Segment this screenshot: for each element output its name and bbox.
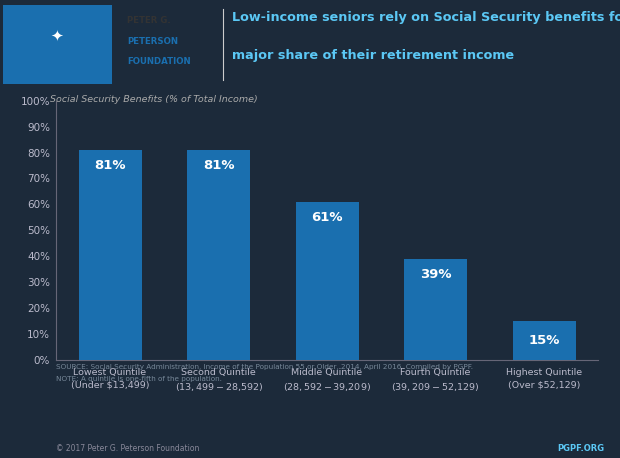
Text: NOTE: A quintile is one-fifth of the population.: NOTE: A quintile is one-fifth of the pop… bbox=[56, 376, 222, 382]
Bar bbox=[296, 202, 358, 360]
Text: PETERSON: PETERSON bbox=[127, 37, 178, 46]
Text: ✦: ✦ bbox=[51, 28, 63, 43]
Text: 61%: 61% bbox=[311, 211, 343, 224]
Bar bbox=[187, 150, 250, 360]
Text: major share of their retirement income: major share of their retirement income bbox=[232, 49, 515, 62]
Text: FOUNDATION: FOUNDATION bbox=[127, 57, 191, 66]
Text: Low-income seniors rely on Social Security benefits for a: Low-income seniors rely on Social Securi… bbox=[232, 11, 620, 24]
Bar bbox=[404, 259, 467, 360]
Bar bbox=[3, 5, 112, 84]
Text: PETER G.: PETER G. bbox=[127, 16, 171, 25]
Bar bbox=[513, 321, 575, 360]
Text: © 2017 Peter G. Peterson Foundation: © 2017 Peter G. Peterson Foundation bbox=[56, 443, 199, 453]
Text: Social Security Benefits (% of Total Income): Social Security Benefits (% of Total Inc… bbox=[50, 95, 257, 104]
Text: 81%: 81% bbox=[203, 159, 234, 172]
Text: 15%: 15% bbox=[528, 333, 560, 347]
Text: SOURCE: Social Security Administration, Income of the Population 55 or Older, 20: SOURCE: Social Security Administration, … bbox=[56, 364, 473, 370]
Bar bbox=[79, 150, 141, 360]
Text: 81%: 81% bbox=[94, 159, 126, 172]
Text: PGPF.ORG: PGPF.ORG bbox=[557, 443, 604, 453]
Text: 39%: 39% bbox=[420, 267, 451, 281]
